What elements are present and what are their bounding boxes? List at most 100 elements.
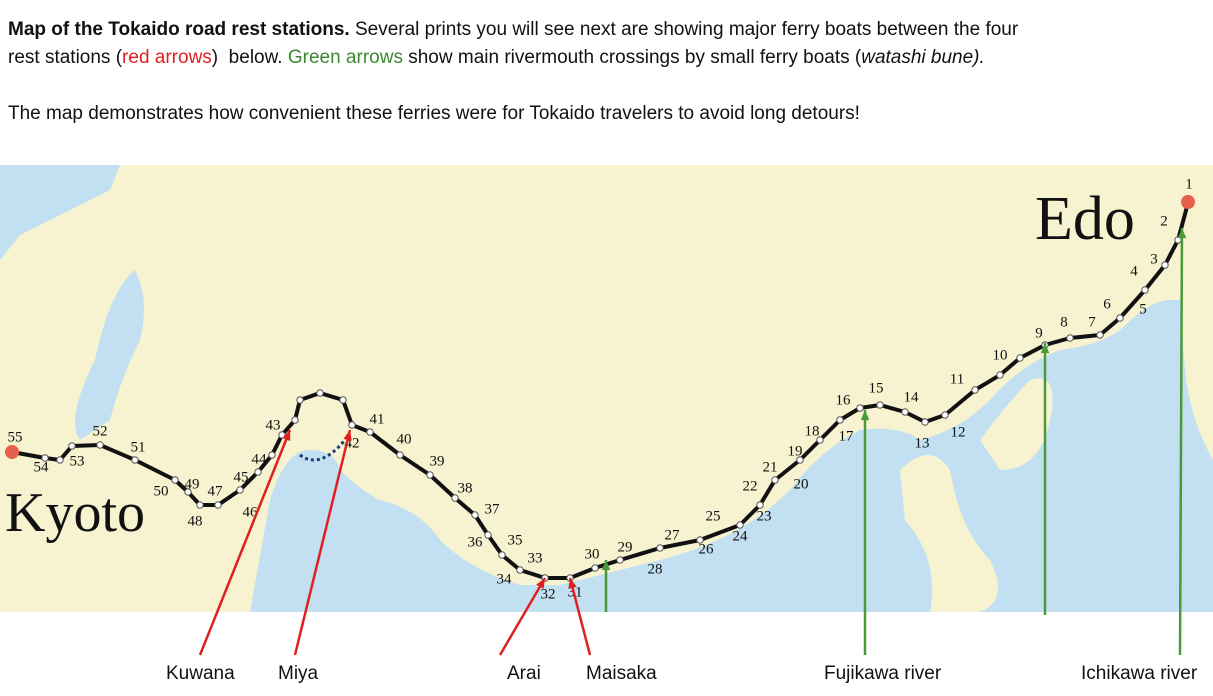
station-dot (756, 501, 764, 509)
ferry-label: Maisaka (586, 663, 657, 684)
station-dot (696, 536, 704, 544)
station-label: 25 (706, 508, 721, 524)
station-label: 52 (93, 423, 108, 439)
arrow (568, 577, 592, 656)
sea (0, 165, 120, 260)
arrow (198, 429, 292, 656)
station-dot (184, 488, 192, 496)
station-label: 20 (794, 476, 809, 492)
station-label: 35 (508, 532, 523, 548)
station-label: 22 (743, 478, 758, 494)
endpoint (1181, 195, 1195, 209)
station-dot (1141, 286, 1149, 294)
edo-label: Edo (1035, 185, 1135, 253)
caption-green: Green arrows (287, 47, 403, 68)
station-label: 24 (733, 528, 749, 544)
station-label: 4 (1130, 263, 1138, 279)
arrow (293, 429, 352, 656)
station-dot (736, 521, 744, 529)
peninsula (900, 455, 998, 612)
station-label: 3 (1150, 251, 1158, 267)
station-dot (131, 456, 139, 464)
lake (75, 270, 144, 440)
caption-text: rest stations ( (8, 47, 123, 68)
arrow-head (860, 410, 870, 421)
station-label: 19 (788, 443, 803, 459)
station-dot (856, 404, 864, 412)
arrow-head (536, 578, 545, 589)
station-label: 44 (252, 451, 268, 467)
caption-text: Several prints you will see next are sho… (349, 19, 1019, 40)
caption: Map of the Tokaido road rest stations. S… (8, 16, 1213, 128)
station-dot (316, 389, 324, 397)
station-label: 28 (648, 561, 663, 577)
station-label: 47 (208, 483, 224, 499)
station-dot (339, 396, 347, 404)
station-label: 37 (485, 501, 501, 517)
ferry-label: Arai (507, 663, 541, 684)
station-dot (56, 456, 64, 464)
station-dot (1096, 331, 1104, 339)
station-dot (471, 511, 479, 519)
station-label: 16 (836, 392, 852, 408)
station-label: 41 (370, 411, 385, 427)
station-label: 30 (585, 546, 600, 562)
station-label: 11 (950, 371, 964, 387)
arrow (1178, 227, 1184, 656)
station-dot (41, 454, 49, 462)
station-dot (1161, 261, 1169, 269)
station-dot (291, 416, 299, 424)
sea (250, 300, 1213, 612)
station-dot (591, 564, 599, 572)
station-dot (498, 551, 506, 559)
arrows (198, 227, 1187, 656)
station-dot (516, 566, 524, 574)
station-label: 39 (430, 453, 445, 469)
station-dot (1066, 334, 1074, 342)
river-label: Fujikawa river (824, 663, 942, 684)
station-dot (426, 471, 434, 479)
station-dot (196, 501, 204, 509)
station-label: 10 (993, 347, 1008, 363)
peninsula (980, 378, 1053, 470)
caption-note: The map demonstrates how convenient thes… (8, 103, 860, 124)
station-label: 33 (528, 550, 543, 566)
station-label: 54 (34, 459, 50, 475)
station-dot (68, 442, 76, 450)
station-label: 15 (869, 380, 884, 396)
station-dot (901, 408, 909, 416)
station-label: 9 (1035, 325, 1043, 341)
station-dot (941, 411, 949, 419)
station-label: 43 (266, 417, 281, 433)
ferry-label: Miya (278, 663, 319, 684)
station-dot (236, 486, 244, 494)
arrow-head (282, 430, 291, 441)
river-label: Ichikawa river (1081, 663, 1198, 684)
station-dot (1116, 314, 1124, 322)
station-dot (254, 468, 262, 476)
station-dot (921, 418, 929, 426)
arrow-head (568, 578, 577, 589)
caption-red: red arrows (122, 47, 212, 68)
station-label: 6 (1103, 296, 1111, 312)
station-label: 32 (541, 586, 556, 602)
station-label: 49 (185, 476, 200, 492)
station-label: 27 (665, 527, 681, 543)
station-dot (348, 421, 356, 429)
station-label: 12 (951, 424, 966, 440)
station-dot (484, 531, 492, 539)
station-dot (1016, 354, 1024, 362)
station-dot (876, 401, 884, 409)
station-label: 34 (497, 571, 513, 587)
caption-text: ) below. (211, 47, 288, 68)
station-label: 23 (757, 508, 772, 524)
station-label: 36 (468, 534, 484, 550)
station-dot (796, 456, 804, 464)
caption-italic: watashi bune). (861, 47, 985, 68)
station-dot (214, 501, 222, 509)
station-label: 26 (699, 541, 715, 557)
arrow-head (1040, 343, 1050, 354)
station-label: 1 (1185, 176, 1193, 192)
